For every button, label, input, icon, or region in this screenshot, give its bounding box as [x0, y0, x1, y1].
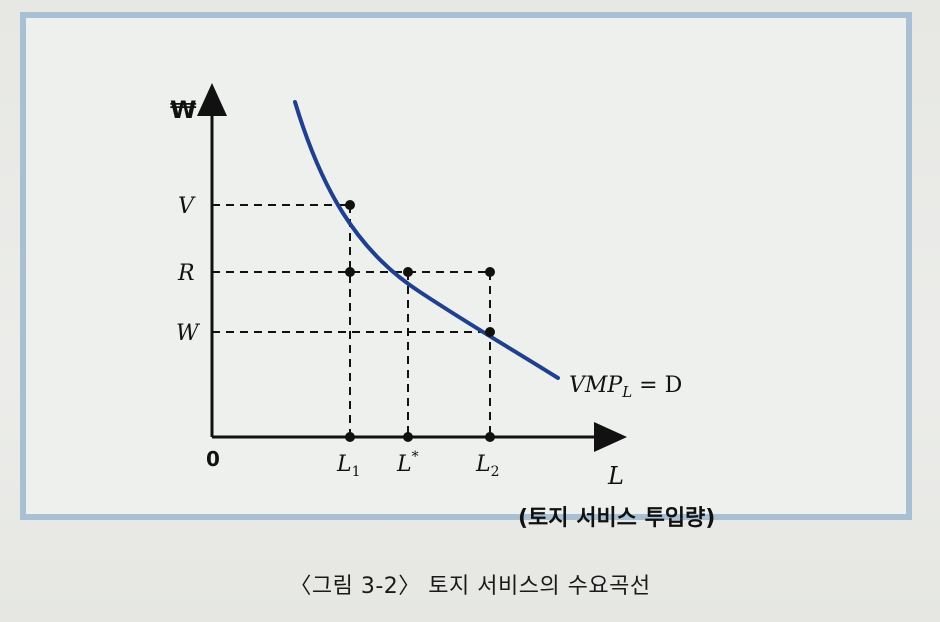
points	[345, 200, 495, 442]
y-tick-r: R	[177, 261, 195, 286]
figure-frame	[20, 12, 912, 520]
point-l1-axis	[345, 432, 355, 442]
demand-curve	[293, 100, 560, 380]
curve-label: VMPL = D	[569, 373, 682, 401]
point-l2-w	[485, 327, 495, 337]
x-tick-l2: L2	[475, 452, 500, 480]
x-tick-l1: L1	[336, 452, 361, 480]
point-l1-v	[345, 200, 355, 210]
y-tick-v: V	[178, 194, 196, 219]
point-l2-r	[485, 267, 495, 277]
point-lstar-r	[403, 267, 413, 277]
x-axis-description: (토지 서비스 투입량)	[518, 506, 715, 531]
guide-lines	[212, 204, 491, 437]
point-l2-axis	[485, 432, 495, 442]
origin-label: 0	[206, 447, 220, 471]
y-tick-w: W	[176, 321, 201, 346]
x-axis-symbol: L	[607, 462, 624, 490]
x-tick-lstar: L*	[396, 449, 419, 477]
point-lstar-axis	[403, 432, 413, 442]
point-l1-r	[345, 267, 355, 277]
y-axis-symbol: ₩	[170, 96, 197, 124]
figure-caption: 〈그림 3-2〉 토지 서비스의 수요곡선	[289, 574, 651, 599]
